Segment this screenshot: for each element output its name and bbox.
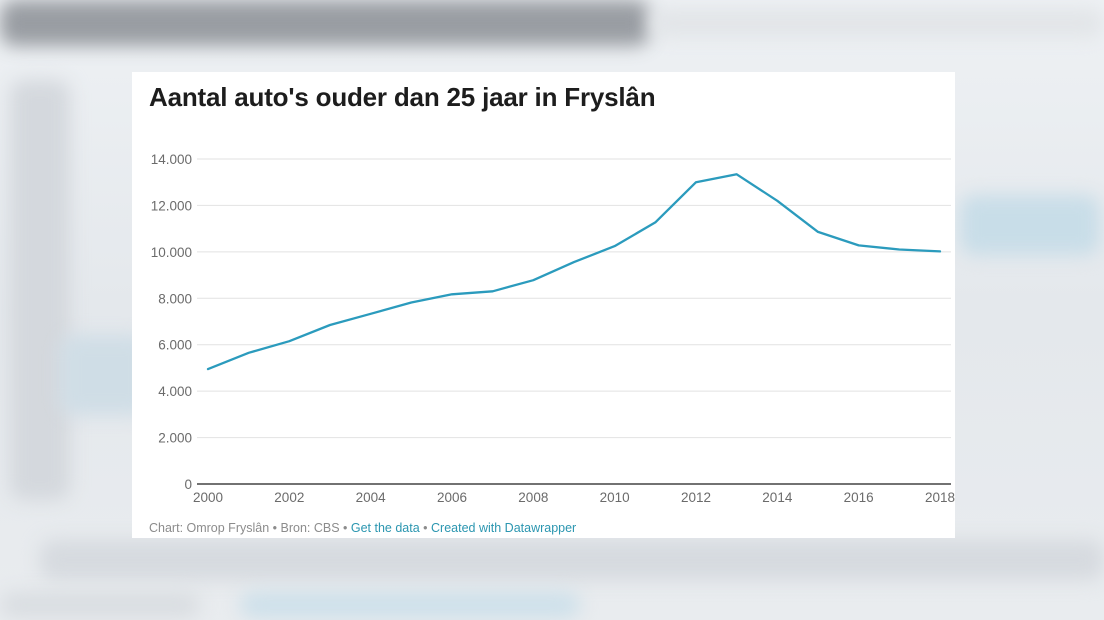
chart-title: Aantal auto's ouder dan 25 jaar in Frysl…: [149, 82, 656, 112]
created-with-datawrapper-link[interactable]: Created with Datawrapper: [431, 521, 577, 535]
blurred-footer-left: [0, 592, 200, 618]
blurred-header: [0, 0, 650, 46]
blurred-right-highlight: [960, 195, 1100, 255]
footer-source-text: Chart: Omrop Fryslân • Bron: CBS •: [149, 521, 351, 535]
blurred-footer-link: [240, 592, 580, 618]
chart-card: [132, 72, 955, 538]
blurred-header-right: [650, 8, 1104, 38]
chart-footer: Chart: Omrop Fryslân • Bron: CBS • Get t…: [149, 521, 576, 535]
blurred-footer-row: [40, 540, 1104, 580]
footer-separator: •: [419, 521, 432, 535]
blurred-left-column: [10, 80, 70, 500]
get-the-data-link[interactable]: Get the data: [350, 521, 420, 535]
